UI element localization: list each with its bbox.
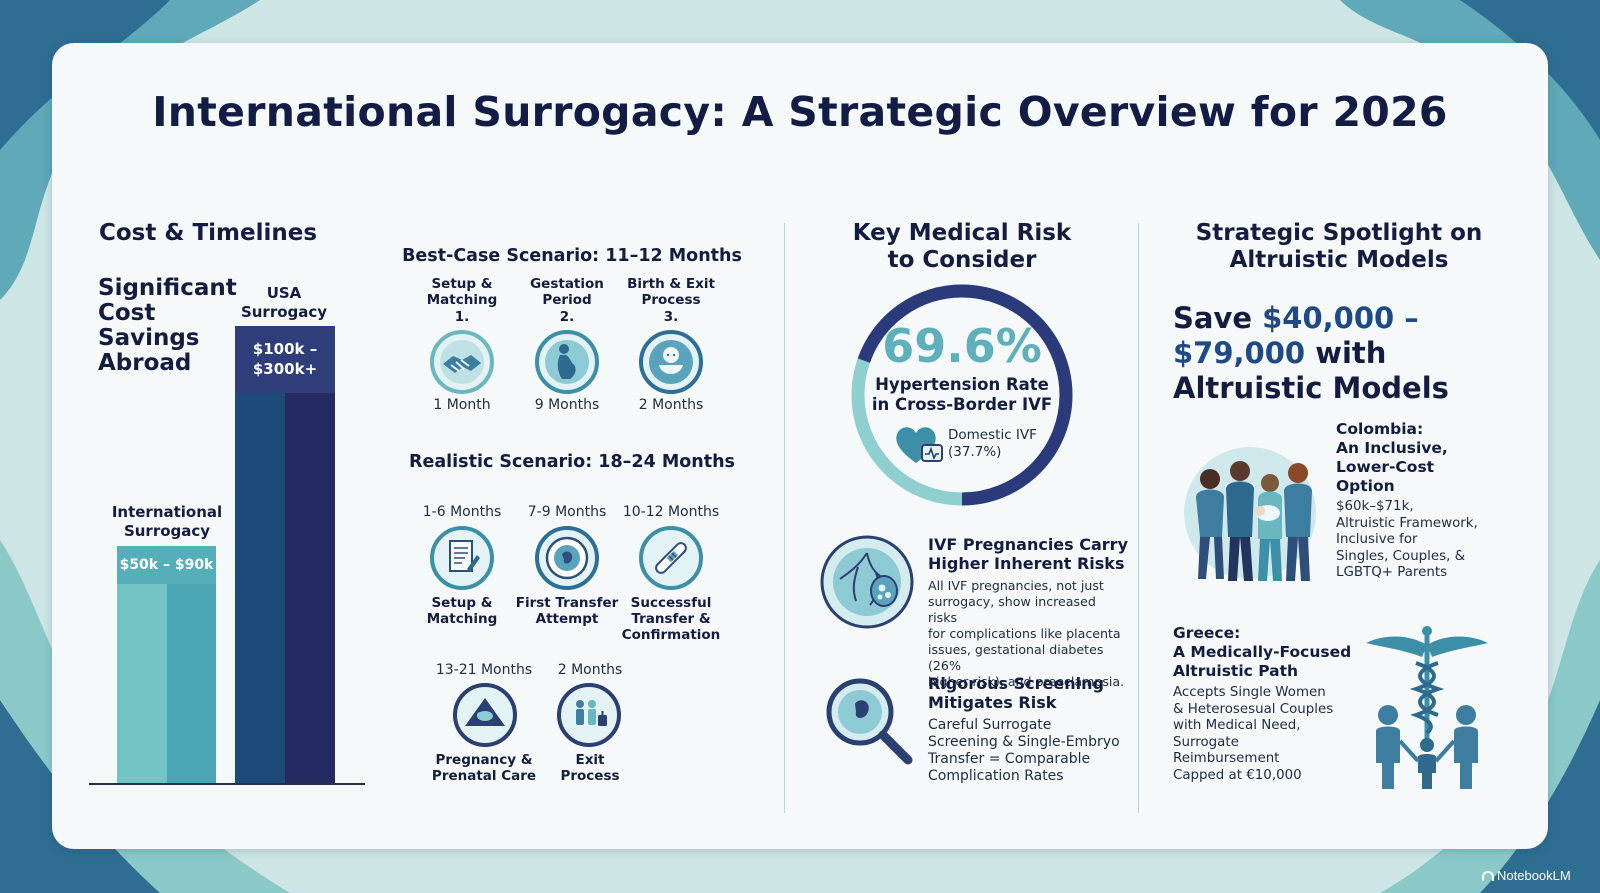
cost-subheading: Significant Cost Savings Abroad — [98, 275, 237, 376]
realistic-step-4-period: 13-21 Months — [435, 662, 533, 678]
realistic-step-3-period: 10-12 Months — [622, 504, 720, 520]
divider-1 — [784, 223, 785, 813]
donut-arc — [851, 284, 1073, 506]
family-travel-icon — [556, 682, 622, 748]
international-bar-left-band — [117, 546, 167, 783]
realistic-step-5-label: Exit Process — [560, 752, 620, 784]
best-step-3-number: 3. — [663, 309, 679, 325]
usa-surrogacy-label: USA Surrogacy — [240, 284, 328, 321]
hypertension-donut — [851, 284, 1073, 506]
best-step-1-label: Setup & Matching — [426, 276, 498, 308]
family-illustration — [1170, 427, 1330, 591]
hypertension-label: Hypertension Rate in Cross-Border IVF — [871, 375, 1053, 414]
cost-heading: Cost & Timelines — [99, 220, 318, 246]
realistic-step-2-label: First Transfer Attempt — [515, 595, 619, 627]
best-step-2-duration: 9 Months — [534, 397, 600, 413]
document-icon — [429, 525, 495, 591]
screening-body: Careful Surrogate Screening & Single-Emb… — [928, 717, 1120, 784]
usa-bar-left-band — [235, 326, 285, 783]
realistic-heading: Realistic Scenario: 18–24 Months — [409, 452, 735, 472]
infographic-card: International Surrogacy: A Strategic Ove… — [52, 43, 1548, 849]
best-step-2-number: 2. — [559, 309, 575, 325]
ivf-risk-heading: IVF Pregnancies Carry Higher Inherent Ri… — [928, 535, 1128, 573]
medical-heading: Key Medical Risk to Consider — [852, 220, 1072, 273]
greece-body: Accepts Single Women & Heterosesual Coup… — [1173, 685, 1334, 783]
pregnant-icon — [534, 329, 600, 395]
ultrasound-icon — [452, 682, 518, 748]
best-case-heading: Best-Case Scenario: 11–12 Months — [402, 246, 742, 266]
realistic-step-5-period: 2 Months — [557, 662, 623, 678]
caduceus-family-icon — [1352, 623, 1502, 797]
best-step-1-number: 1. — [454, 309, 470, 325]
colombia-heading: Colombia: An Inclusive, Lower-Cost Optio… — [1336, 420, 1448, 495]
domestic-ivf-label: Domestic IVF (37.7%) — [948, 427, 1037, 460]
pregnancy-test-icon — [638, 525, 704, 591]
international-cost-value: $50k – $90k — [117, 546, 216, 584]
realistic-step-2-period: 7-9 Months — [527, 504, 607, 520]
hypertension-stat: 69.6% — [882, 319, 1042, 373]
brand-name: NotebookLM — [1497, 868, 1571, 883]
heart-monitor-icon — [892, 423, 948, 471]
best-step-3-duration: 2 Months — [638, 397, 704, 413]
realistic-step-1-label: Setup & Matching — [426, 595, 498, 627]
ivf-risk-body: All IVF pregnancies, not just surrogacy,… — [928, 578, 1125, 689]
best-step-3-label: Birth & Exit Process — [627, 276, 715, 308]
screening-heading: Rigorous Screening Mitigates Risk — [928, 674, 1104, 712]
savings-callout: Save $40,000 – $79,000 with Altruistic M… — [1173, 301, 1449, 405]
placenta-icon — [818, 533, 916, 635]
embryo-icon — [534, 525, 600, 591]
usa-cost-value: $100k – $300k+ — [235, 326, 335, 393]
altruistic-heading: Strategic Spotlight on Altruistic Models — [1195, 220, 1483, 273]
realistic-step-4-label: Pregnancy & Prenatal Care — [431, 752, 537, 784]
colombia-body: $60k–$71k, Altruistic Framework, Inclusi… — [1336, 499, 1478, 580]
magnifier-icon — [822, 674, 916, 772]
divider-2 — [1138, 223, 1139, 813]
brand-badge: NotebookLM — [1482, 868, 1571, 883]
handshake-icon — [429, 329, 495, 395]
best-step-2-label: Gestation Period — [530, 276, 604, 308]
realistic-step-1-period: 1-6 Months — [422, 504, 502, 520]
usa-cost-bar: $100k – $300k+ — [235, 326, 335, 783]
international-cost-bar: $50k – $90k — [117, 546, 216, 783]
realistic-step-3-label: Successful Transfer & Confirmation — [621, 595, 721, 643]
baby-icon — [638, 329, 704, 395]
greece-heading: Greece: A Medically-Focused Altruistic P… — [1173, 624, 1352, 680]
best-step-1-duration: 1 Month — [433, 397, 491, 413]
page-title: International Surrogacy: A Strategic Ove… — [152, 88, 1448, 136]
international-surrogacy-label: International Surrogacy — [111, 503, 223, 540]
chart-baseline — [89, 783, 365, 785]
notebooklm-logo-icon — [1482, 871, 1494, 881]
